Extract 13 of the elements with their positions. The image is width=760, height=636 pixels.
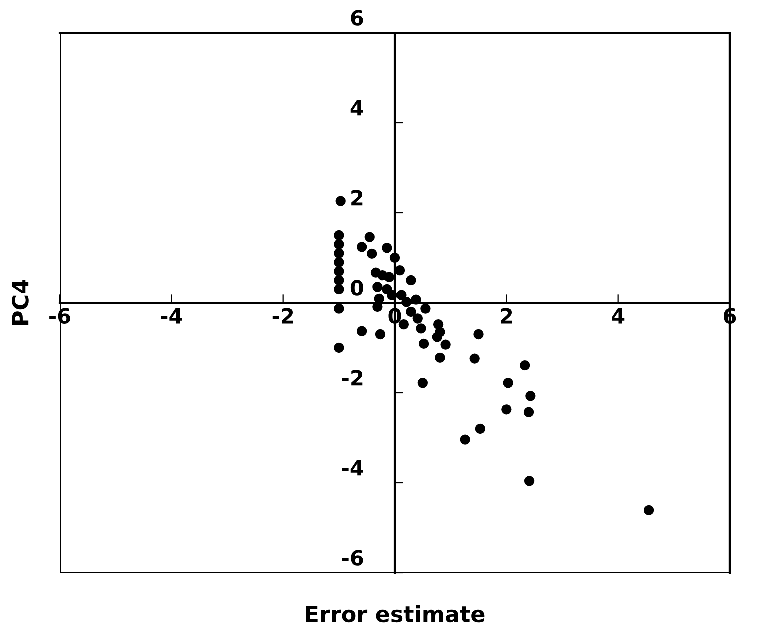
x-axis-title: Error estimate <box>306 605 485 623</box>
y-tick-label: 2 <box>352 190 363 206</box>
y-axis-title: PC4 <box>12 280 29 325</box>
x-tick-label: 2 <box>501 308 512 324</box>
y-tick-label: -2 <box>342 370 363 386</box>
x-tick-label: -4 <box>161 308 182 324</box>
y-tick-label: 6 <box>351 10 364 26</box>
y-tick-label: -6 <box>342 550 364 566</box>
x-tick-label: -2 <box>272 308 294 324</box>
x-tick-label: 4 <box>612 308 625 324</box>
y-tick-label: 0 <box>350 280 364 296</box>
y-tick-label: 4 <box>350 100 364 116</box>
y-tick-label: -4 <box>342 460 364 476</box>
